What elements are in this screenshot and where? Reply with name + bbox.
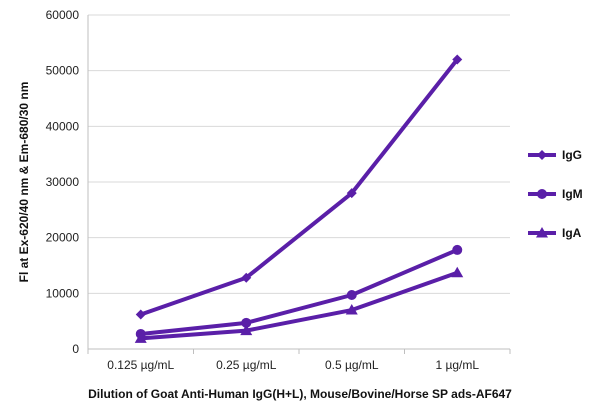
data-point-iga (134, 332, 147, 343)
legend-marker-igm (537, 189, 547, 199)
data-point-igg (452, 54, 463, 65)
data-point-igg (241, 272, 252, 283)
series-line-igg (138, 57, 460, 317)
legend-label-igg: IgG (562, 148, 582, 162)
gridlines (88, 14, 510, 294)
x-tick-label: 0.25 µg/mL (216, 358, 277, 372)
y-tick-label: 40000 (46, 119, 80, 133)
legend-label-igm: IgM (562, 187, 583, 201)
y-tick-label: 30000 (46, 175, 80, 189)
x-tick-label: 0.5 µg/mL (325, 358, 379, 372)
y-tick-label: 10000 (46, 286, 80, 300)
legend-marker-iga (536, 227, 548, 238)
y-tick-label: 0 (72, 342, 79, 356)
data-point-igm (346, 290, 357, 301)
x-tick-label: 0.125 µg/mL (107, 358, 174, 372)
legend-label-iga: IgA (562, 226, 582, 240)
axes: 0 10000 20000 30000 40000 50000 60000 0.125 µg/… (46, 8, 511, 372)
x-axis-title: Dilution of Goat Anti-Human IgG(H+L), Mo… (88, 387, 512, 401)
data-point-igg (346, 188, 357, 199)
legend-marker-igg (537, 150, 547, 160)
data-point-igm (452, 244, 463, 255)
data-point-igm (241, 317, 252, 328)
legend: IgG IgM IgA (528, 148, 583, 240)
series-line-iga (138, 270, 460, 341)
data-point-iga (345, 304, 358, 315)
y-tick-label: 60000 (46, 8, 80, 22)
y-axis-title: Fl at Ex-620/40 nm & Em-680/30 nm (17, 82, 31, 283)
data-point-igg (135, 309, 146, 320)
y-tick-label: 50000 (46, 64, 80, 78)
y-tick-label: 20000 (46, 231, 80, 245)
series-lines (134, 54, 464, 343)
x-tick-label: 1 µg/mL (435, 358, 479, 372)
data-point-iga (240, 324, 253, 336)
series-line-igm (138, 247, 460, 336)
data-point-iga (451, 266, 464, 278)
